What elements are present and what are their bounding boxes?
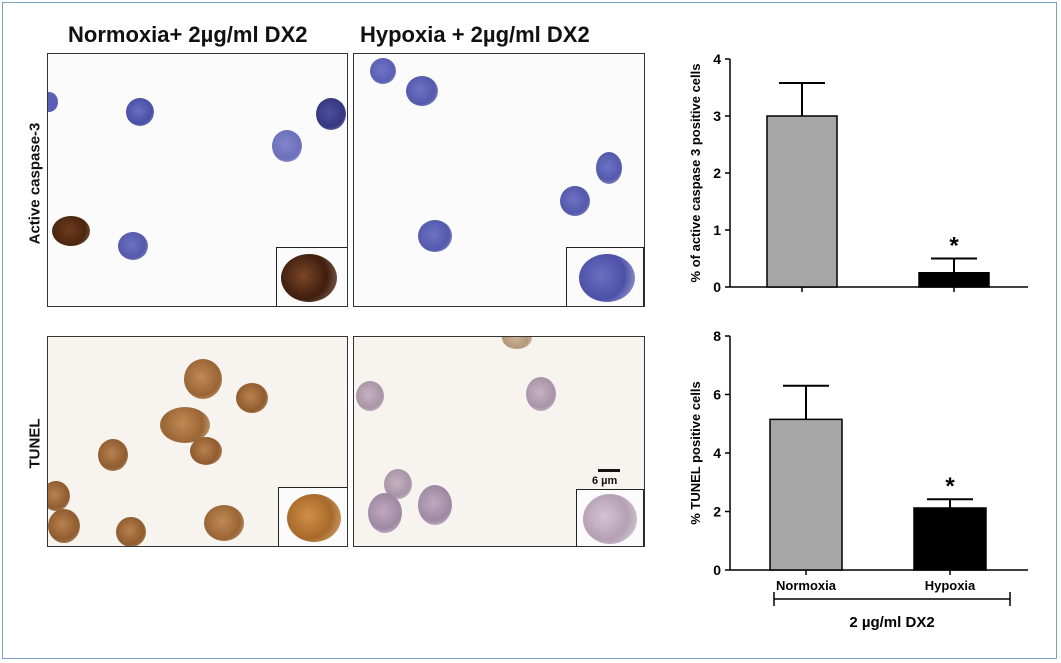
stained-cell: [596, 152, 622, 184]
bar-hypoxia: [913, 507, 987, 571]
x-tick-label: Normoxia: [776, 578, 837, 593]
scale-bar-label: 6 µm: [592, 475, 618, 487]
scale-bar: [598, 469, 620, 472]
stained-cell: [190, 437, 222, 465]
y-axis-label: % TUNEL positive cells: [688, 381, 703, 525]
y-tick-label: 8: [713, 328, 721, 344]
stained-cell: [236, 383, 268, 413]
micrograph-caspase-hypoxia: [353, 53, 645, 307]
chart-tunel: 0 2 4 6 8 % TUNEL positive cells Normoxia * Hypo…: [670, 318, 1040, 654]
y-tick-label: 4: [713, 445, 721, 461]
x-tick-label: Hypoxia: [925, 578, 976, 593]
stained-cell: [418, 220, 452, 252]
stained-cell: [52, 216, 90, 246]
inset-caspase-hypoxia: [566, 247, 644, 306]
bar-normoxia: [766, 115, 838, 288]
micrograph-tunel-hypoxia: 6 µm: [353, 336, 645, 547]
stained-cell: [406, 76, 438, 106]
chart-caspase-svg: 0 1 2 3 4 % of active caspase 3 positive cell…: [688, 51, 1028, 295]
stained-cell: [48, 92, 58, 112]
stained-cell: [560, 186, 590, 216]
chart-tunel-svg: 0 2 4 6 8 % TUNEL positive cells Normoxia * Hypo…: [688, 328, 1028, 631]
y-tick-label: 6: [713, 387, 721, 403]
significance-marker: *: [949, 233, 959, 260]
stained-cell: [204, 505, 244, 541]
stained-cell: [370, 58, 396, 84]
stained-cell: [48, 481, 70, 511]
inset-caspase-normoxia: [276, 247, 347, 306]
stained-cell: [118, 232, 148, 260]
stained-cell: [583, 494, 637, 544]
stained-cell: [272, 130, 302, 162]
group-bracket-label: 2 µg/ml DX2: [849, 614, 934, 631]
y-tick-label: 2: [713, 165, 721, 181]
y-axis-label: % of active caspase 3 positive cells: [688, 64, 703, 283]
y-tick-label: 1: [713, 222, 721, 238]
stained-cell: [281, 254, 337, 302]
stained-cell: [502, 337, 532, 349]
micrograph-caspase-normoxia: [47, 53, 348, 307]
chart-caspase: 0 1 2 3 4 % of active caspase 3 positive cell…: [670, 28, 1040, 318]
stained-cell: [316, 98, 346, 130]
stained-cell: [579, 254, 635, 302]
stained-cell: [368, 493, 402, 533]
stained-cell: [184, 359, 222, 399]
significance-marker: *: [945, 473, 955, 500]
y-tick-label: 0: [713, 562, 721, 578]
stained-cell: [526, 377, 556, 411]
column-title-hypoxia: Hypoxia + 2µg/ml DX2: [360, 22, 590, 47]
inset-tunel-hypoxia: [576, 489, 644, 546]
row-label-tunel: TUNEL: [26, 418, 44, 469]
y-tick-label: 4: [713, 51, 721, 67]
inset-tunel-normoxia: [278, 487, 347, 546]
row-label-caspase: Active caspase-3: [26, 122, 44, 245]
y-tick-label: 2: [713, 504, 721, 520]
stained-cell: [418, 485, 452, 525]
stained-cell: [126, 98, 154, 126]
stained-cell: [98, 439, 128, 471]
bar-hypoxia: [918, 272, 990, 288]
y-tick-label: 3: [713, 108, 721, 124]
y-tick-label: 0: [713, 279, 721, 295]
micrograph-tunel-normoxia: [47, 336, 348, 547]
stained-cell: [48, 509, 80, 543]
stained-cell: [356, 381, 384, 411]
stained-cell: [287, 494, 341, 542]
stained-cell: [116, 517, 146, 546]
bar-normoxia: [769, 418, 843, 571]
column-title-normoxia: Normoxia+ 2µg/ml DX2: [68, 22, 308, 47]
